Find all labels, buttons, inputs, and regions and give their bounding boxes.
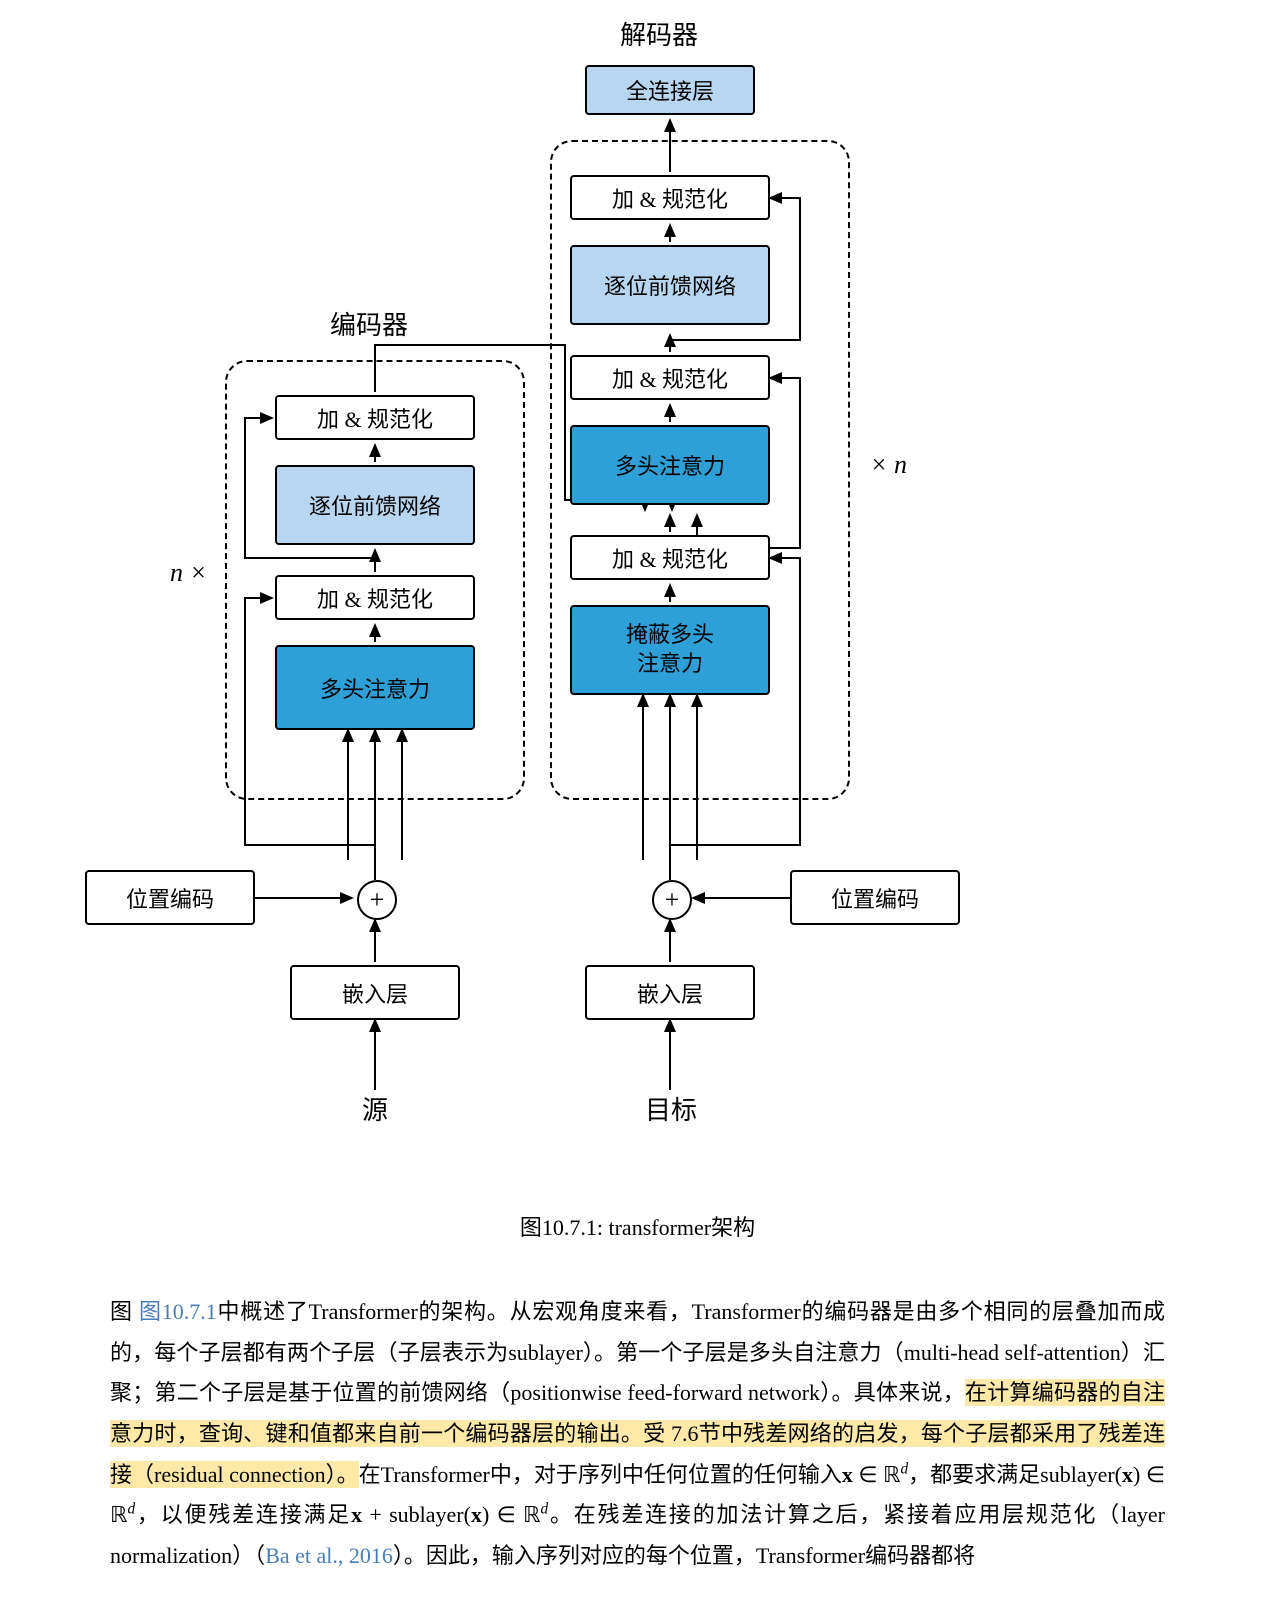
n-times-left: n × bbox=[170, 558, 207, 588]
enc-pos: 位置编码 bbox=[85, 870, 255, 925]
target-label: 目标 bbox=[645, 1090, 697, 1127]
cite-link[interactable]: Ba et al., 2016 bbox=[265, 1543, 393, 1568]
dec-addnorm-3: 加 & 规范化 bbox=[570, 175, 770, 220]
enc-addnorm-1: 加 & 规范化 bbox=[275, 575, 475, 620]
dec-pos: 位置编码 bbox=[790, 870, 960, 925]
masked-line2: 注意力 bbox=[637, 650, 703, 679]
fig-link[interactable]: 图10.7.1 bbox=[139, 1299, 217, 1324]
dec-masked-mha: 掩蔽多头 注意力 bbox=[570, 605, 770, 695]
dec-embed: 嵌入层 bbox=[585, 965, 755, 1020]
enc-ffn: 逐位前馈网络 bbox=[275, 465, 475, 545]
times-n-right: × n bbox=[870, 450, 907, 480]
figure-caption: 图10.7.1: transformer架构 bbox=[0, 1180, 1275, 1292]
enc-mha: 多头注意力 bbox=[275, 645, 475, 730]
description-paragraph: 图 图10.7.1中概述了Transformer的架构。从宏观角度来看，Tran… bbox=[0, 1292, 1275, 1597]
dec-mha: 多头注意力 bbox=[570, 425, 770, 505]
dec-addnorm-1: 加 & 规范化 bbox=[570, 535, 770, 580]
encoder-title: 编码器 bbox=[330, 305, 408, 342]
enc-plus: + bbox=[357, 880, 397, 920]
dec-fc: 全连接层 bbox=[585, 65, 755, 115]
transformer-diagram: 解码器 编码器 n × × n 源 目标 加 & 规范化 逐位前馈网络 加 & … bbox=[0, 0, 1275, 1180]
enc-addnorm-2: 加 & 规范化 bbox=[275, 395, 475, 440]
enc-embed: 嵌入层 bbox=[290, 965, 460, 1020]
dec-ffn: 逐位前馈网络 bbox=[570, 245, 770, 325]
dec-plus: + bbox=[652, 880, 692, 920]
source-label: 源 bbox=[362, 1090, 388, 1127]
dec-addnorm-2: 加 & 规范化 bbox=[570, 355, 770, 400]
decoder-title: 解码器 bbox=[620, 15, 698, 52]
masked-line1: 掩蔽多头 bbox=[626, 621, 714, 650]
